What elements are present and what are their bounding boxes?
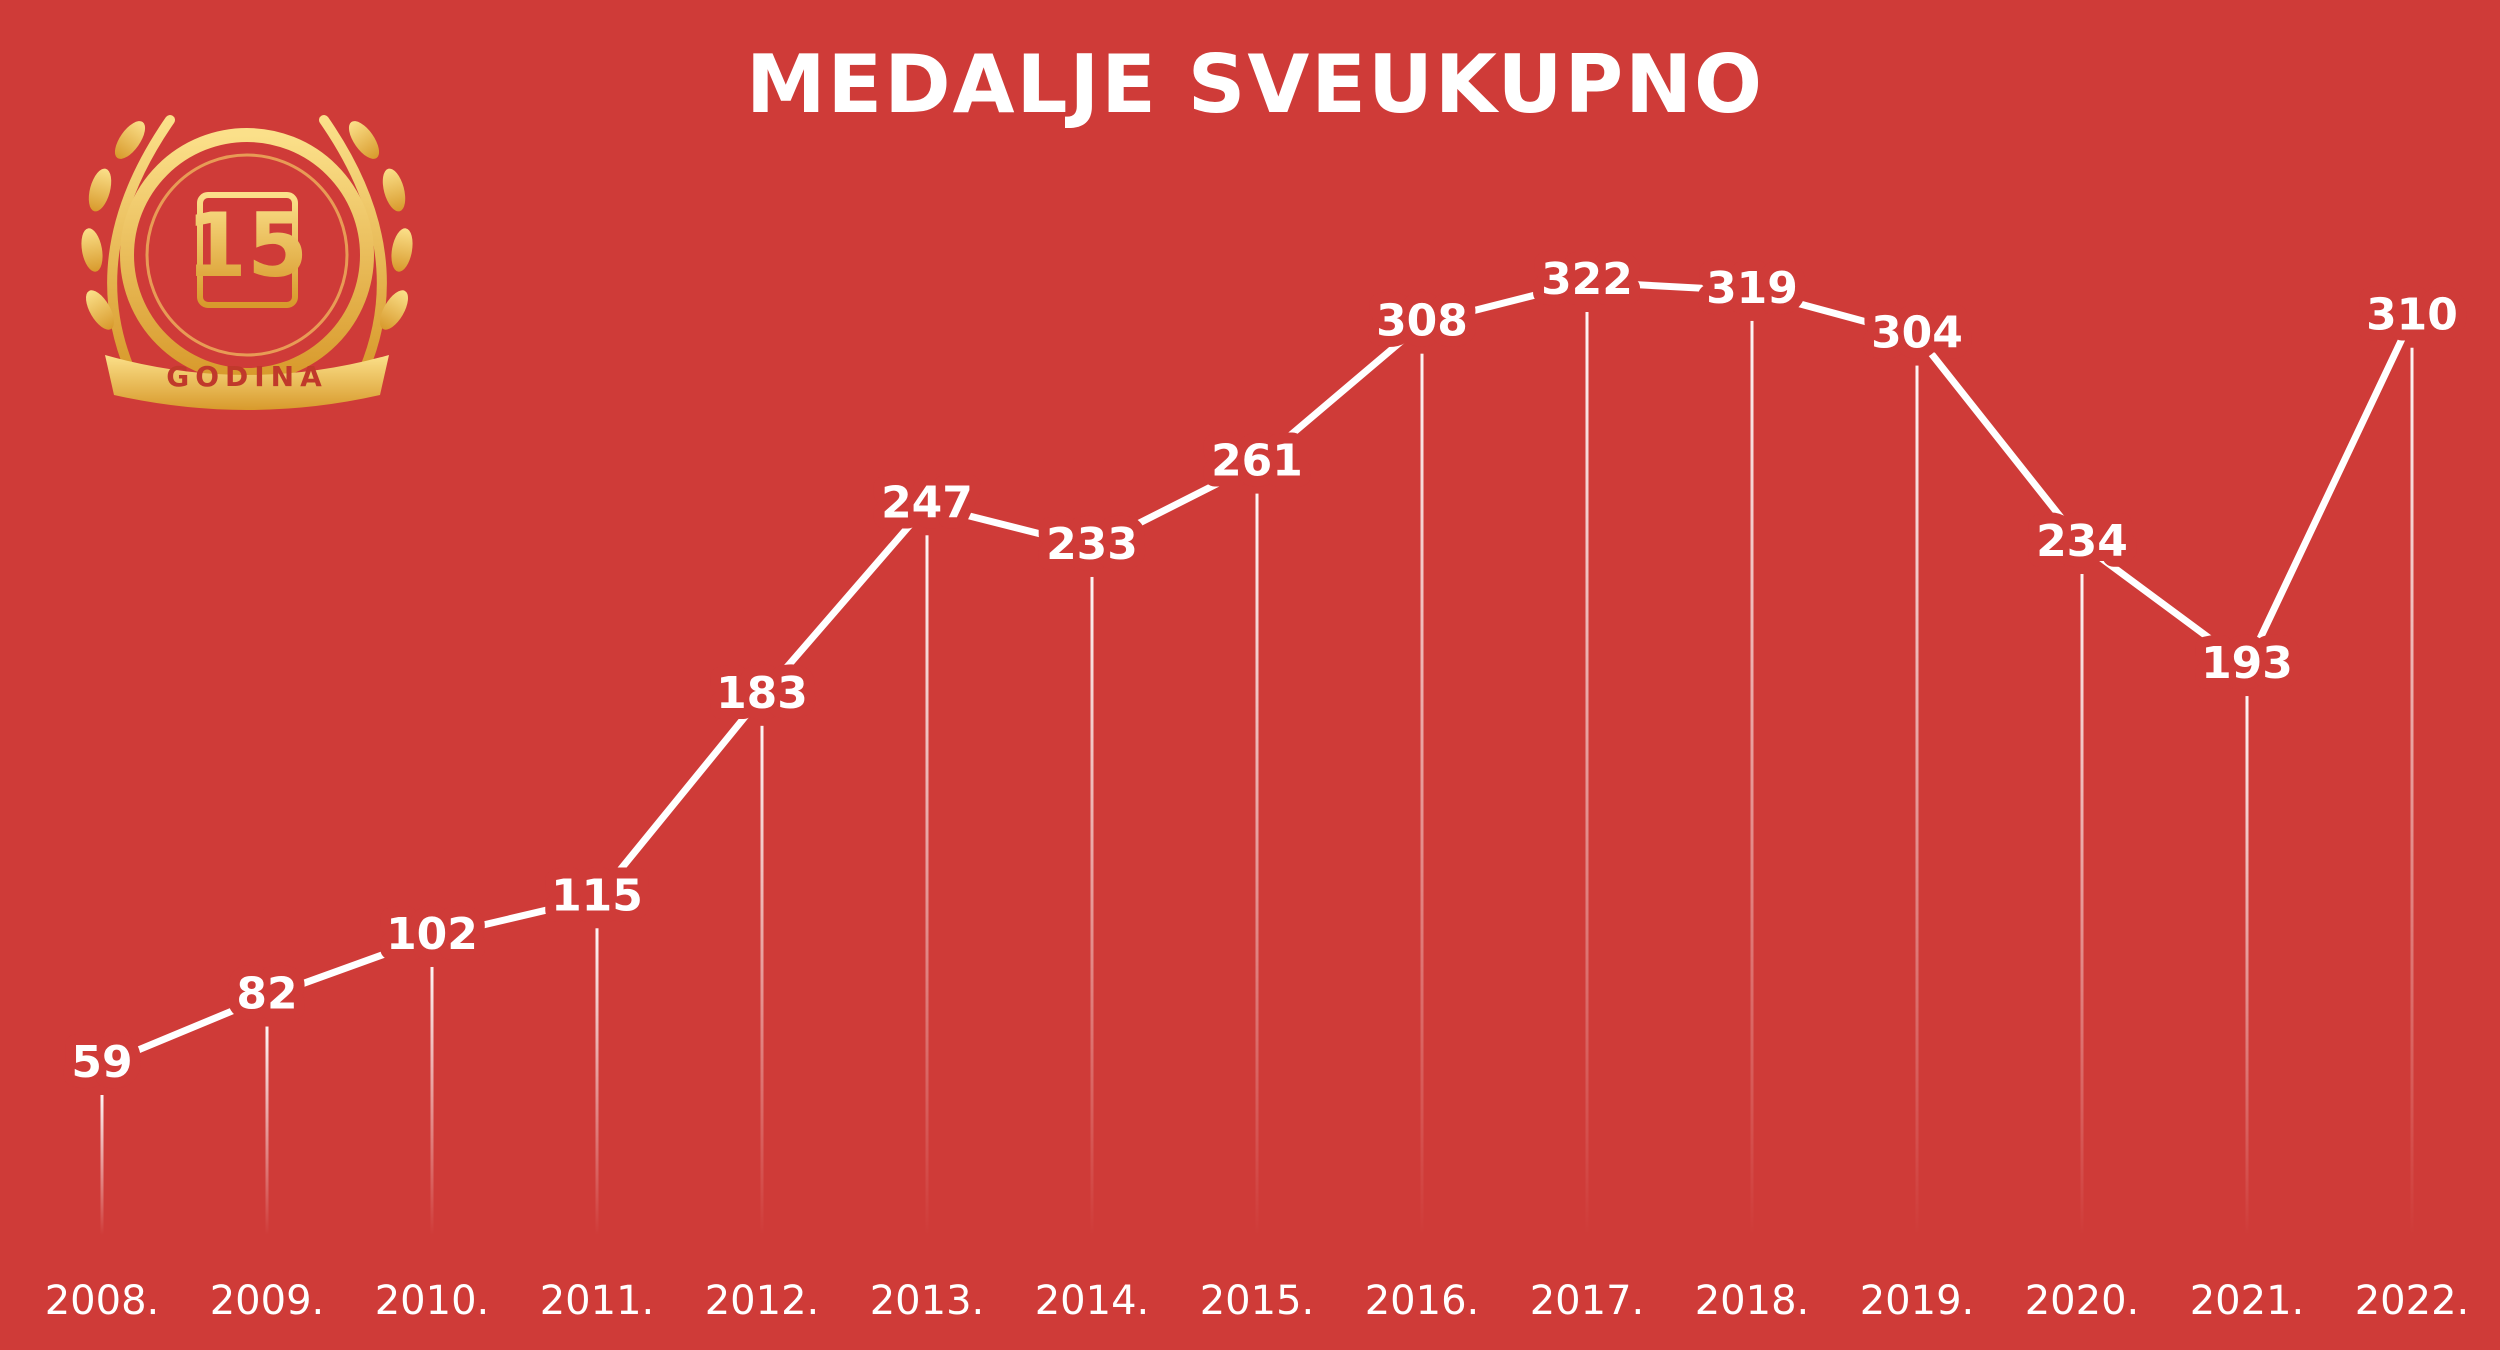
drop-line	[1585, 312, 1589, 1235]
drop-line	[2245, 696, 2249, 1235]
value-label: 115	[551, 870, 643, 921]
drop-line	[760, 725, 764, 1235]
drop-line	[1750, 320, 1754, 1236]
drop-line	[2410, 347, 2414, 1236]
value-label: 183	[716, 668, 808, 719]
drop-line	[1255, 493, 1259, 1235]
x-tick-label: 2009.	[210, 1278, 325, 1324]
value-label: 261	[1211, 436, 1303, 487]
logo: 15 GODINA	[81, 115, 413, 410]
x-tick-label: 2010.	[375, 1278, 490, 1324]
x-tick-label: 2020.	[2025, 1278, 2140, 1324]
x-tick-label: 2017.	[1530, 1278, 1645, 1324]
laurel-left	[107, 115, 175, 375]
x-tick-label: 2014.	[1035, 1278, 1150, 1324]
laurel-right	[319, 115, 387, 375]
x-tick-label: 2019.	[1860, 1278, 1975, 1324]
logo-number: 15	[186, 194, 308, 297]
line	[100, 278, 2416, 1069]
drop-line	[1915, 365, 1919, 1235]
x-tick-label: 2022.	[2355, 1278, 2470, 1324]
value-label: 82	[236, 969, 297, 1020]
x-tick-label: 2013.	[870, 1278, 985, 1324]
logo-ribbon	[105, 355, 389, 410]
value-label: 247	[881, 477, 973, 528]
value-label: 304	[1871, 308, 1963, 359]
logo-label: GODINA	[166, 360, 328, 393]
x-tick-label: 2018.	[1695, 1278, 1810, 1324]
x-tick-label: 2008.	[45, 1278, 160, 1324]
value-label: 322	[1541, 254, 1633, 305]
value-label: 308	[1376, 296, 1468, 347]
value-label: 233	[1046, 519, 1138, 570]
drop-line	[1420, 353, 1424, 1235]
drop-line	[595, 928, 599, 1235]
x-tick-label: 2011.	[540, 1278, 655, 1324]
value-label: 59	[71, 1037, 132, 1088]
drop-line	[265, 1026, 269, 1235]
value-label: 102	[386, 909, 478, 960]
x-tick-label: 2012.	[705, 1278, 820, 1324]
drop-line	[100, 1095, 104, 1235]
value-label: 234	[2036, 516, 2128, 567]
value-label: 319	[1706, 263, 1798, 314]
x-tick-label: 2021.	[2190, 1278, 2305, 1324]
drop-line	[2080, 573, 2084, 1235]
drop-line	[1090, 576, 1094, 1235]
x-tick-label: 2015.	[1200, 1278, 1315, 1324]
drop-line	[430, 966, 434, 1235]
value-label: 310	[2366, 290, 2458, 341]
x-tick-label: 2016.	[1365, 1278, 1480, 1324]
value-label: 193	[2201, 638, 2293, 689]
drop-line	[925, 535, 929, 1235]
chart-title: MEDALJE SVEUKUPNO	[746, 38, 1764, 131]
